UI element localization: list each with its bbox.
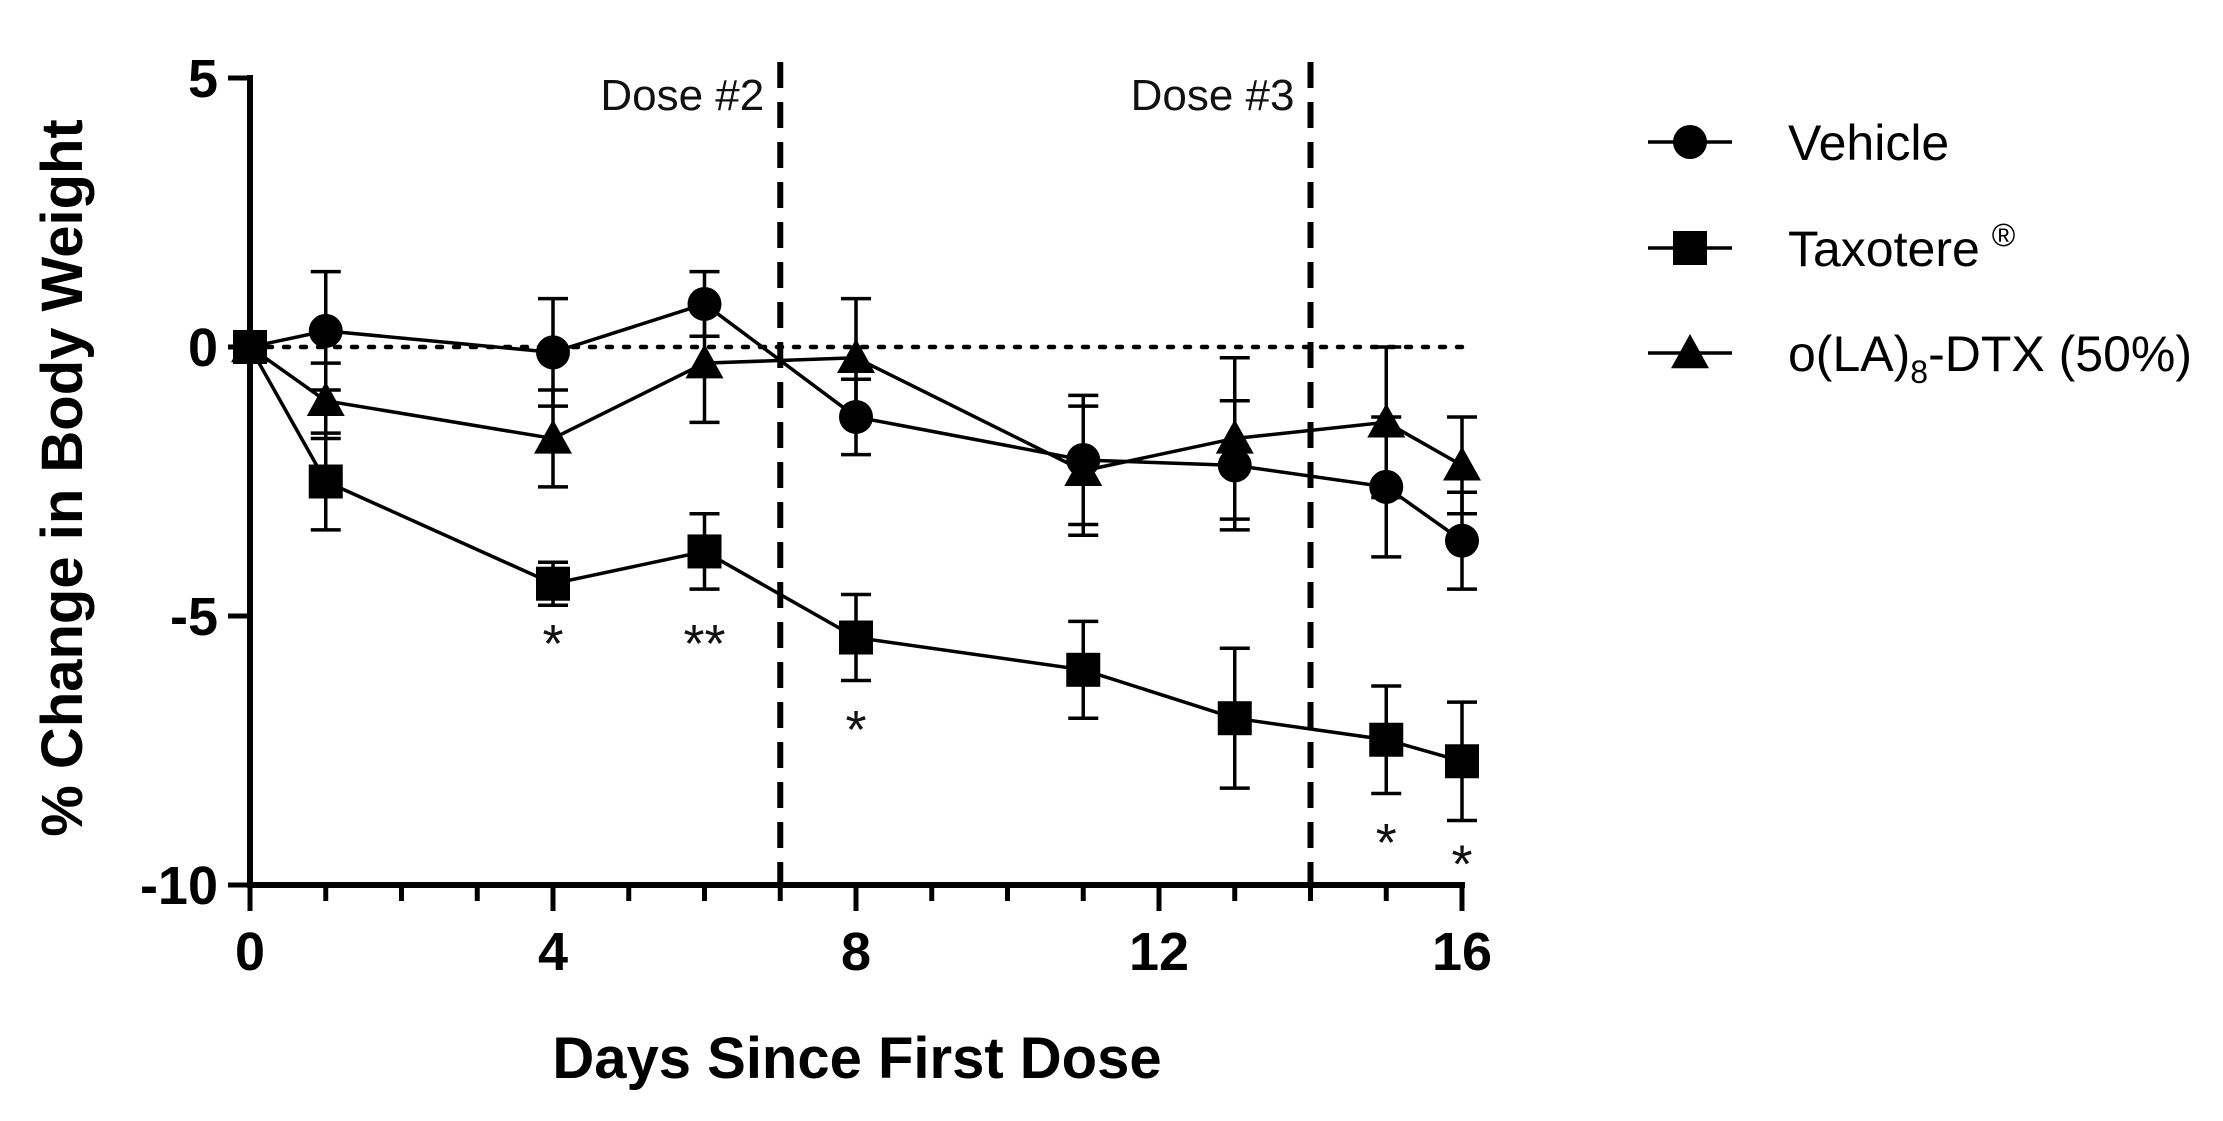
legend: Vehicle Taxotere ® o(LA)8-DTX (50%) — [1648, 115, 2192, 390]
x-tick-label: 16 — [1432, 922, 1492, 982]
legend-item: Vehicle — [1648, 115, 1949, 171]
series-layer — [231, 269, 1481, 823]
data-point — [1217, 701, 1252, 736]
axes: 5 0 -5 -10 0 4 8 12 16 — [140, 49, 1492, 982]
significance-label: * — [1376, 813, 1397, 873]
data-point — [231, 328, 269, 363]
legend-label: Taxotere ® — [1788, 217, 2016, 277]
significance-label: * — [1451, 835, 1472, 895]
data-point — [1367, 403, 1406, 438]
significance-label: * — [845, 700, 866, 760]
dose-label: Dose #2 — [600, 71, 764, 120]
data-point — [534, 419, 572, 454]
data-point — [1064, 451, 1103, 486]
x-tick-label: 4 — [538, 922, 568, 982]
y-axis-title: % Change in Body Weight — [30, 119, 95, 837]
data-point — [839, 620, 873, 655]
data-point — [685, 344, 724, 379]
legend-marker — [1671, 334, 1709, 369]
series-2 — [231, 296, 1481, 538]
data-point — [1445, 523, 1479, 558]
data-point — [536, 335, 570, 370]
data-point — [1215, 419, 1254, 454]
x-tick-label: 8 — [841, 922, 871, 982]
significance-label: * — [542, 614, 563, 674]
data-point — [1445, 744, 1479, 779]
data-point — [1443, 446, 1481, 481]
legend-marker — [1673, 125, 1707, 159]
data-point — [1369, 722, 1404, 757]
x-tick-label: 0 — [235, 922, 265, 982]
data-point — [306, 381, 345, 416]
legend-item: o(LA)8-DTX (50%) — [1648, 326, 2192, 390]
legend-label: Vehicle — [1788, 115, 1949, 171]
x-tick-label: 12 — [1129, 922, 1189, 982]
data-point — [1066, 652, 1101, 687]
y-tick-label: -10 — [140, 856, 218, 916]
legend-label: o(LA)8-DTX (50%) — [1788, 326, 2192, 390]
legend-marker — [1673, 231, 1707, 265]
legend-item: Taxotere ® — [1648, 217, 2016, 277]
data-point — [308, 464, 343, 499]
annotations: * **** * — [542, 614, 1472, 895]
data-point — [536, 566, 570, 601]
y-tick-label: -5 — [170, 587, 218, 647]
significance-label: ** — [683, 614, 725, 674]
data-point — [837, 338, 875, 373]
x-axis-title: Days Since First Dose — [552, 1026, 1161, 1091]
dose-markers: Dose #2 Dose #3 — [600, 62, 1314, 885]
y-tick-label: 0 — [188, 318, 218, 378]
data-point — [687, 534, 722, 569]
y-tick-label: 5 — [188, 49, 218, 109]
dose-label: Dose #3 — [1131, 71, 1295, 120]
data-point — [308, 313, 343, 348]
